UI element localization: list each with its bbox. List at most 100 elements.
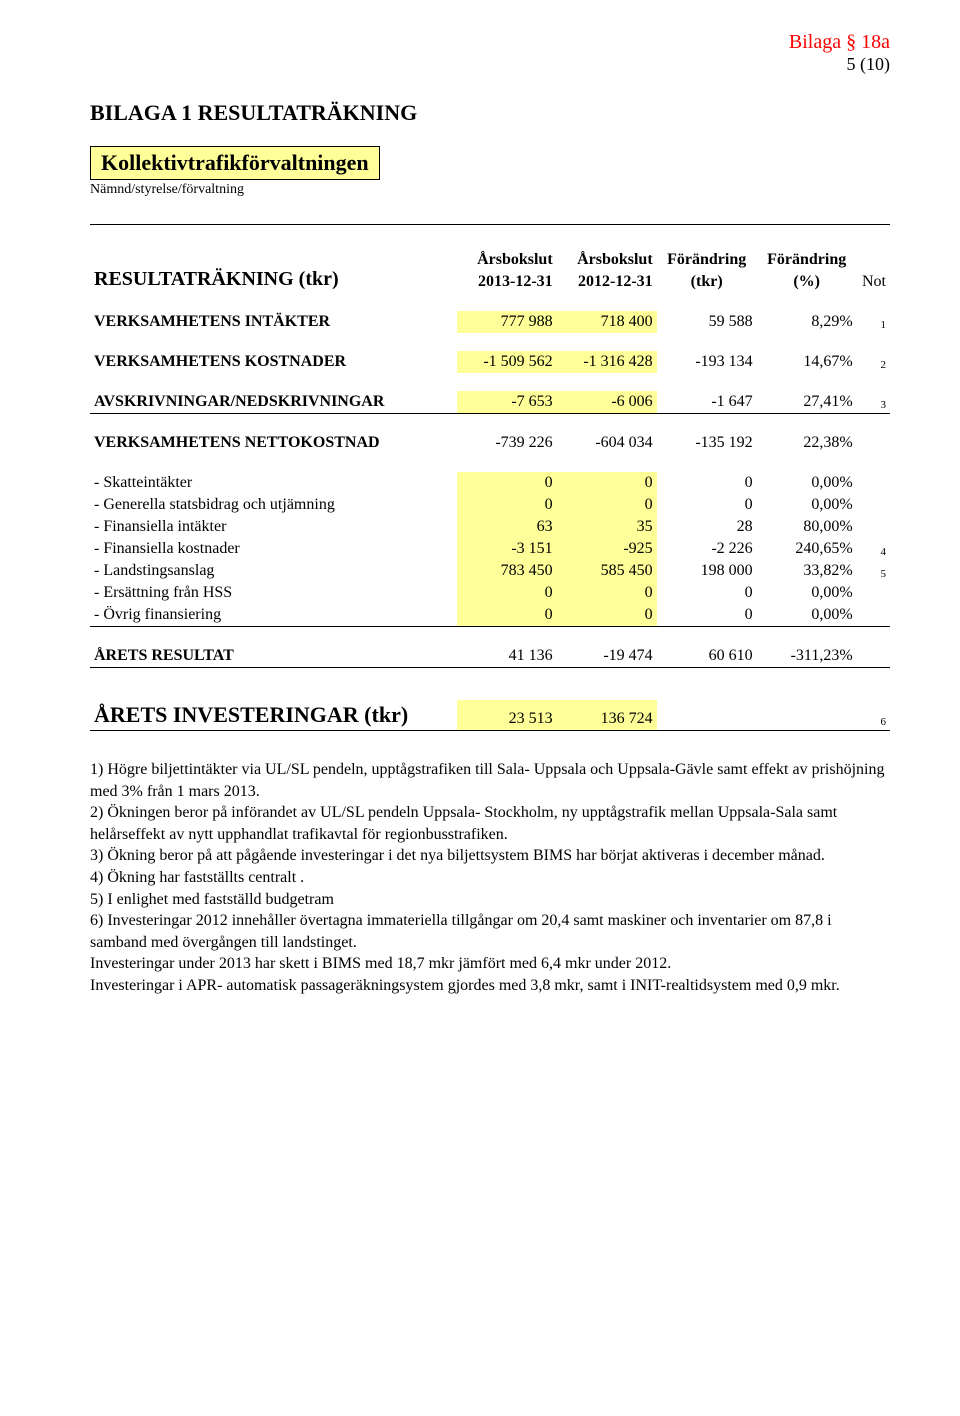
cell: 783 450: [457, 560, 557, 582]
note-ref: [857, 582, 890, 604]
row-label: - Skatteintäkter: [90, 472, 457, 494]
cell: -193 134: [657, 351, 757, 373]
note-ref: 1: [857, 311, 890, 333]
cell: 0,00%: [757, 494, 857, 516]
cell: 0,00%: [757, 604, 857, 627]
note-ref: 2: [857, 351, 890, 373]
spacer: [90, 225, 890, 249]
cell: [657, 700, 757, 731]
footnotes: 1) Högre biljettintäkter via UL/SL pende…: [90, 759, 890, 997]
footnote: 3) Ökning beror på att pågående invester…: [90, 845, 890, 867]
cell: 240,65%: [757, 538, 857, 560]
cell: 59 588: [657, 311, 757, 333]
page: Bilaga § 18a 5 (10) BILAGA 1 RESULTATRÄK…: [0, 0, 960, 1416]
table-row: - Generella statsbidrag och utjämning 0 …: [90, 494, 890, 516]
row-label: AVSKRIVNINGAR/NEDSKRIVNINGAR: [90, 391, 457, 414]
section-header: Kollektivtrafikförvaltningen Nämnd/styre…: [90, 146, 890, 198]
cell: 63: [457, 516, 557, 538]
col-head: Förändring: [757, 249, 857, 271]
table-row: - Landstingsanslag 783 450 585 450 198 0…: [90, 560, 890, 582]
cell: 14,67%: [757, 351, 857, 373]
footnote: Investeringar under 2013 har skett i BIM…: [90, 953, 890, 975]
note-ref: 6: [857, 700, 890, 731]
note-ref: [857, 516, 890, 538]
table-row: - Finansiella intäkter 63 35 28 80,00%: [90, 516, 890, 538]
note-ref: [857, 604, 890, 627]
table-row: VERKSAMHETENS INTÄKTER 777 988 718 400 5…: [90, 311, 890, 333]
note-ref: [857, 432, 890, 454]
note-ref: [857, 472, 890, 494]
cell: -6 006: [557, 391, 657, 414]
cell: 0: [457, 472, 557, 494]
cell: 27,41%: [757, 391, 857, 414]
footnote: 1) Högre biljettintäkter via UL/SL pende…: [90, 759, 890, 802]
cell: 0: [657, 472, 757, 494]
cell: -739 226: [457, 432, 557, 454]
page-indicator: 5 (10): [789, 54, 890, 76]
cell: 80,00%: [757, 516, 857, 538]
row-label: - Generella statsbidrag och utjämning: [90, 494, 457, 516]
cell: 777 988: [457, 311, 557, 333]
cell: 0: [557, 582, 657, 604]
col-head: Årsbokslut: [457, 249, 557, 271]
footnote: 4) Ökning har fastställts centralt .: [90, 867, 890, 889]
table-row: ÅRETS INVESTERINGAR (tkr) 23 513 136 724…: [90, 700, 890, 731]
results-table: RESULTATRÄKNING (tkr) Årsbokslut Årsboks…: [90, 249, 890, 731]
table-row: - Övrig finansiering 0 0 0 0,00%: [90, 604, 890, 627]
cell: -311,23%: [757, 645, 857, 668]
cell: -19 474: [557, 645, 657, 668]
row-label: - Övrig finansiering: [90, 604, 457, 627]
section-caption: Nämnd/styrelse/förvaltning: [90, 182, 890, 198]
cell: 8,29%: [757, 311, 857, 333]
cell: 35: [557, 516, 657, 538]
page-title: BILAGA 1 RESULTATRÄKNING: [90, 100, 890, 126]
table-row: - Ersättning från HSS 0 0 0 0,00%: [90, 582, 890, 604]
footnote: 5) I enlighet med fastställd budgetram: [90, 889, 890, 911]
row-label: - Ersättning från HSS: [90, 582, 457, 604]
cell: 0: [457, 604, 557, 627]
cell: 22,38%: [757, 432, 857, 454]
cell: -3 151: [457, 538, 557, 560]
cell: 585 450: [557, 560, 657, 582]
cell: 0: [557, 604, 657, 627]
table-row: AVSKRIVNINGAR/NEDSKRIVNINGAR -7 653 -6 0…: [90, 391, 890, 414]
table-row: VERKSAMHETENS NETTOKOSTNAD -739 226 -604…: [90, 432, 890, 454]
cell: 198 000: [657, 560, 757, 582]
footnote: Investeringar i APR- automatisk passager…: [90, 975, 890, 997]
cell: -2 226: [657, 538, 757, 560]
cell: 136 724: [557, 700, 657, 731]
table-row: - Skatteintäkter 0 0 0 0,00%: [90, 472, 890, 494]
table-heading: RESULTATRÄKNING (tkr): [90, 249, 457, 293]
table-row: ÅRETS RESULTAT 41 136 -19 474 60 610 -31…: [90, 645, 890, 668]
note-ref: 4: [857, 538, 890, 560]
cell: 0: [657, 582, 757, 604]
cell: 718 400: [557, 311, 657, 333]
row-label: - Landstingsanslag: [90, 560, 457, 582]
cell: 0: [657, 604, 757, 627]
cell: -135 192: [657, 432, 757, 454]
row-label: VERKSAMHETENS NETTOKOSTNAD: [90, 432, 457, 454]
cell: 0: [657, 494, 757, 516]
cell: -1 316 428: [557, 351, 657, 373]
footnote: 6) Investeringar 2012 innehåller övertag…: [90, 910, 890, 953]
row-label: VERKSAMHETENS KOSTNADER: [90, 351, 457, 373]
row-label: ÅRETS RESULTAT: [90, 645, 457, 668]
cell: 0: [557, 494, 657, 516]
col-sub: (%): [757, 271, 857, 293]
note-ref: 5: [857, 560, 890, 582]
col-head: Årsbokslut: [557, 249, 657, 271]
col-sub: Not: [857, 271, 890, 293]
note-ref: [857, 645, 890, 668]
col-head: [857, 249, 890, 271]
col-head: Förändring: [657, 249, 757, 271]
table-header-row: RESULTATRÄKNING (tkr) Årsbokslut Årsboks…: [90, 249, 890, 271]
cell: -7 653: [457, 391, 557, 414]
cell: -604 034: [557, 432, 657, 454]
col-sub: 2013-12-31: [457, 271, 557, 293]
cell: 28: [657, 516, 757, 538]
header-block: Bilaga § 18a 5 (10): [789, 30, 890, 76]
row-label: VERKSAMHETENS INTÄKTER: [90, 311, 457, 333]
cell: 60 610: [657, 645, 757, 668]
footnote: 2) Ökningen beror på införandet av UL/SL…: [90, 802, 890, 845]
cell: -1 647: [657, 391, 757, 414]
